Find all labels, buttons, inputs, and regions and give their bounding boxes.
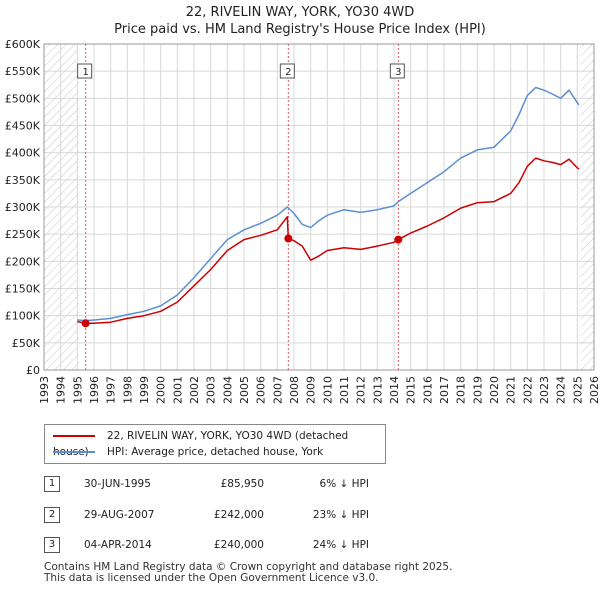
- y-tick-label: £50K: [12, 337, 41, 350]
- plot-frame: [43, 43, 595, 371]
- y-tick-label: £350K: [5, 174, 41, 187]
- sale-marker-badge: [77, 63, 93, 79]
- footer-copyright: Contains HM Land Registry data © Crown c…: [44, 561, 453, 573]
- legend-hpi-swatch: [53, 451, 95, 453]
- x-tick-label: 2025: [571, 376, 584, 404]
- y-tick-label: £100K: [5, 310, 41, 323]
- x-tick-label: 1993: [38, 376, 51, 404]
- sale-number-badge: 1: [44, 476, 60, 492]
- y-tick-label: £300K: [5, 201, 41, 214]
- y-tick-label: £150K: [5, 283, 41, 296]
- y-tick-label: £550K: [5, 65, 41, 78]
- x-tick-label: 1995: [71, 376, 84, 404]
- footer: Contains HM Land Registry data © Crown c…: [44, 562, 452, 584]
- sale-date: 04-APR-2014: [84, 539, 152, 551]
- x-tick-label: 2009: [305, 376, 318, 404]
- x-tick-label: 2022: [521, 376, 534, 404]
- sale-point: [394, 235, 403, 244]
- y-tick-label: £450K: [5, 120, 41, 133]
- x-tick-label: 2015: [405, 376, 418, 404]
- footer-license: This data is licensed under the Open Gov…: [44, 572, 379, 584]
- x-tick-label: 2010: [321, 376, 334, 404]
- legend-item-hpi: HPI: Average price, detached house, York: [53, 444, 323, 460]
- x-tick-label: 2008: [288, 376, 301, 404]
- x-tick-label: 2002: [188, 376, 201, 404]
- sale-point: [284, 234, 293, 243]
- sale-marker-number: 1: [82, 67, 88, 78]
- x-tick-label: 2024: [555, 376, 568, 404]
- x-tick-label: 2020: [488, 376, 501, 404]
- sale-hpi-diff: 24% ↓ HPI: [312, 539, 369, 551]
- legend-item-property: 22, RIVELIN WAY, YORK, YO30 4WD (detache…: [53, 428, 385, 458]
- x-tick-label: 2013: [371, 376, 384, 404]
- sale-hpi-diff: 6% ↓ HPI: [319, 478, 369, 490]
- sale-price: £240,000: [213, 539, 264, 551]
- x-tick-label: 2023: [538, 376, 551, 404]
- sale-marker-badge: [389, 63, 405, 79]
- x-tick-label: 2000: [155, 376, 168, 404]
- sale-number-badge: 3: [44, 537, 60, 553]
- y-tick-label: £400K: [5, 147, 41, 160]
- sale-hpi-diff: 23% ↓ HPI: [312, 509, 369, 521]
- x-tick-label: 2005: [238, 376, 251, 404]
- x-tick-label: 2004: [221, 376, 234, 404]
- y-tick-label: £600K: [5, 38, 41, 51]
- sale-marker-badge: [279, 63, 295, 79]
- x-tick-label: 2021: [505, 376, 518, 404]
- sale-date: 29-AUG-2007: [84, 509, 155, 521]
- x-tick-label: 1994: [55, 376, 68, 404]
- x-tick-label: 2001: [171, 376, 184, 404]
- sale-row: 1 30-JUN-1995 £85,950 6% ↓ HPI: [44, 474, 444, 494]
- x-tick-label: 2018: [455, 376, 468, 404]
- x-tick-label: 2006: [255, 376, 268, 404]
- y-tick-label: £250K: [5, 228, 41, 241]
- x-tick-label: 2017: [438, 376, 451, 404]
- property-price-line: [77, 157, 580, 325]
- y-tick-label: £0: [26, 364, 40, 377]
- sale-point: [81, 319, 90, 328]
- sale-row: 3 04-APR-2014 £240,000 24% ↓ HPI: [44, 535, 444, 555]
- x-tick-label: 2014: [388, 376, 401, 404]
- x-tick-label: 1999: [138, 376, 151, 404]
- sale-number-badge: 2: [44, 507, 60, 523]
- x-tick-label: 1998: [121, 376, 134, 404]
- sale-price: £242,000: [213, 509, 264, 521]
- x-tick-label: 2019: [471, 376, 484, 404]
- x-tick-label: 2007: [271, 376, 284, 404]
- sale-price: £85,950: [220, 478, 264, 490]
- x-tick-label: 2026: [588, 376, 600, 404]
- legend-property-swatch: [53, 435, 95, 437]
- sale-marker-number: 3: [395, 67, 401, 78]
- y-tick-label: £200K: [5, 255, 41, 268]
- x-tick-label: 2012: [355, 376, 368, 404]
- chart-title: 22, RIVELIN WAY, YORK, YO30 4WD Price pa…: [0, 4, 600, 38]
- chart-title-line2: Price paid vs. HM Land Registry's House …: [114, 22, 486, 37]
- x-tick-label: 2016: [421, 376, 434, 404]
- y-tick-label: £500K: [5, 92, 41, 105]
- hpi-line: [77, 86, 580, 322]
- sale-marker-number: 2: [285, 67, 291, 78]
- sale-date: 30-JUN-1995: [84, 478, 151, 490]
- x-tick-label: 1997: [105, 376, 118, 404]
- chart-title-line1: 22, RIVELIN WAY, YORK, YO30 4WD: [185, 5, 415, 20]
- x-tick-label: 2003: [205, 376, 218, 404]
- legend: 22, RIVELIN WAY, YORK, YO30 4WD (detache…: [44, 424, 386, 464]
- sale-row: 2 29-AUG-2007 £242,000 23% ↓ HPI: [44, 505, 444, 525]
- legend-hpi-label: HPI: Average price, detached house, York: [107, 446, 324, 458]
- x-tick-label: 2011: [338, 376, 351, 404]
- price-chart: £0 £50K £100K £150K £200K £250K £300K £350K £400…: [5, 38, 600, 404]
- x-tick-label: 1996: [88, 376, 101, 404]
